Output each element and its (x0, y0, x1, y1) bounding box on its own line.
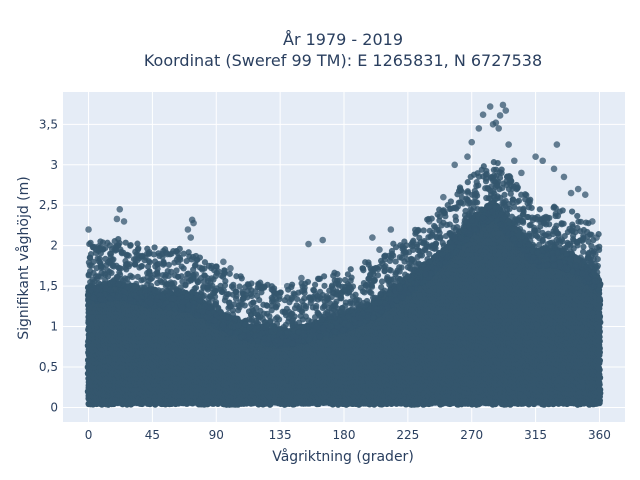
data-points (84, 101, 604, 408)
chart-title-line1: År 1979 - 2019 (283, 30, 403, 49)
chart-title-line2: Koordinat (Sweref 99 TM): E 1265831, N 6… (144, 51, 542, 70)
